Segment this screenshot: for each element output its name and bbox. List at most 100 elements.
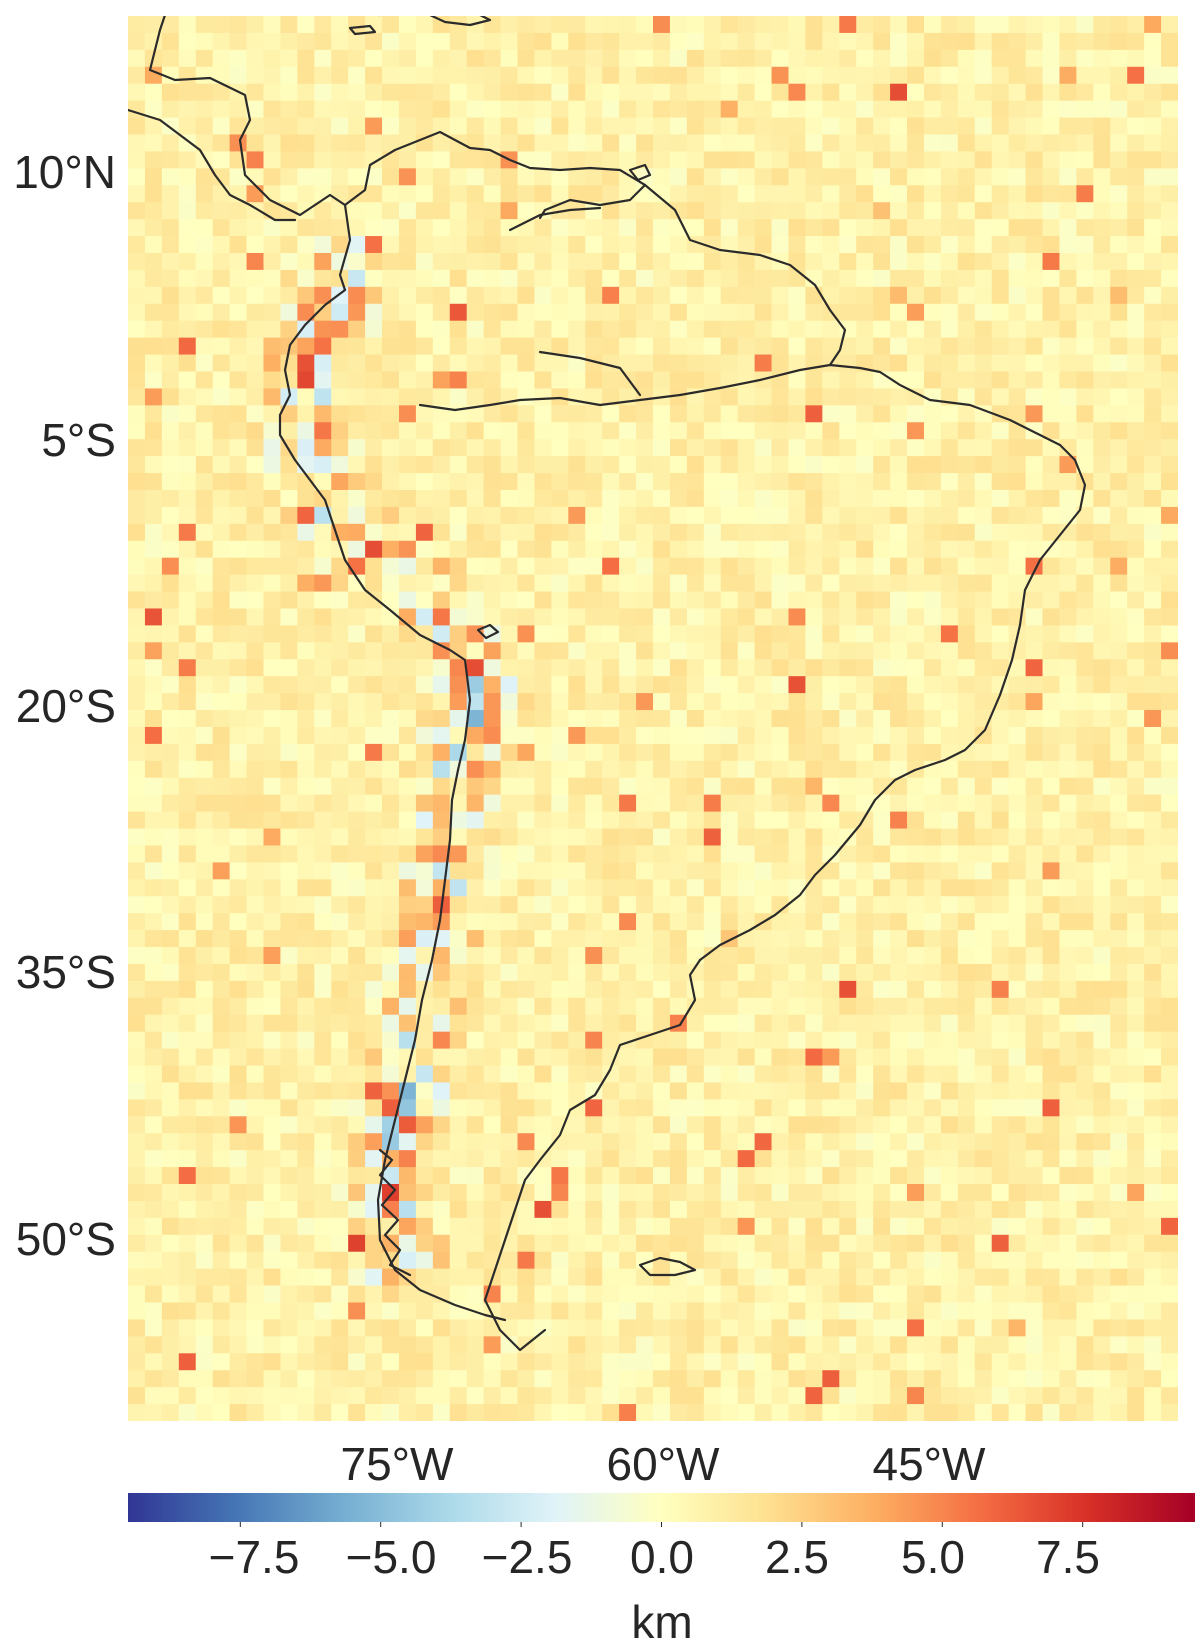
heatmap-cell [246, 557, 264, 576]
heatmap-cell [348, 134, 366, 152]
heatmap-cell [1093, 117, 1111, 135]
heatmap-cell [229, 439, 248, 457]
heatmap-cell [212, 997, 231, 1016]
heatmap-cell [1110, 388, 1128, 406]
heatmap-cell [551, 1184, 569, 1202]
heatmap-cell [1110, 236, 1128, 254]
heatmap-cell [653, 473, 671, 491]
heatmap-cell [517, 1099, 535, 1117]
heatmap-cell [737, 1048, 756, 1067]
heatmap-cell [314, 523, 332, 542]
heatmap-cell [263, 354, 281, 372]
heatmap-cell [602, 913, 620, 931]
heatmap-cell [517, 1200, 535, 1219]
heatmap-cell [263, 1200, 281, 1219]
heatmap-cell [382, 337, 400, 356]
heatmap-cell [144, 16, 163, 34]
heatmap-cell [246, 963, 264, 982]
heatmap-cell [1008, 1065, 1027, 1083]
heatmap-cell [551, 439, 569, 457]
heatmap-cell [161, 862, 180, 880]
heatmap-cell [805, 303, 823, 322]
heatmap-cell [280, 16, 298, 34]
heatmap-cell [1127, 980, 1145, 999]
heatmap-cell [669, 473, 688, 491]
heatmap-cell [602, 1150, 620, 1168]
heatmap-cell [1110, 1167, 1128, 1185]
heatmap-cell [483, 473, 502, 491]
heatmap-cell [636, 151, 654, 169]
heatmap-cell [907, 1150, 925, 1168]
heatmap-cell [839, 1014, 857, 1033]
heatmap-cell [856, 117, 874, 135]
heatmap-cell [788, 388, 806, 406]
heatmap-cell [636, 269, 654, 288]
heatmap-cell [246, 760, 264, 779]
heatmap-cell [1042, 1099, 1060, 1117]
heatmap-cell [1110, 1116, 1128, 1134]
heatmap-cell [839, 1234, 857, 1253]
heatmap-cell [1161, 625, 1178, 643]
heatmap-cell [602, 625, 620, 643]
heatmap-cell [568, 710, 586, 728]
heatmap-cell [551, 100, 569, 119]
heatmap-cell [449, 980, 468, 999]
heatmap-cell [653, 16, 671, 34]
heatmap-cell [754, 303, 773, 322]
heatmap-cell [991, 100, 1010, 119]
heatmap-cell [940, 930, 959, 948]
heatmap-cell [1076, 1200, 1094, 1219]
heatmap-cell [653, 422, 671, 440]
heatmap-cell [551, 963, 569, 982]
heatmap-cell [771, 963, 789, 982]
heatmap-cell [754, 777, 773, 796]
heatmap-cell [839, 879, 857, 897]
heatmap-cell [348, 16, 366, 34]
heatmap-cell [890, 1150, 908, 1168]
heatmap-cell [653, 980, 671, 999]
heatmap-cell [1110, 269, 1128, 288]
heatmap-cell [331, 185, 349, 203]
heatmap-cell [957, 269, 976, 288]
heatmap-cell [890, 1302, 908, 1320]
heatmap-cell [788, 777, 806, 796]
heatmap-cell [449, 456, 468, 474]
heatmap-cell [1110, 185, 1128, 203]
heatmap-cell [686, 117, 705, 135]
heatmap-cell [1110, 16, 1128, 34]
heatmap-cell [246, 625, 264, 643]
heatmap-cell [449, 388, 468, 406]
heatmap-cell [365, 49, 383, 68]
heatmap-cell [415, 726, 434, 745]
heatmap-cell [1042, 1065, 1060, 1083]
heatmap-cell [737, 1302, 756, 1320]
heatmap-cell [551, 1116, 569, 1134]
heatmap-cell [669, 337, 688, 356]
heatmap-cell [483, 930, 502, 948]
heatmap-cell [1127, 608, 1145, 626]
heatmap-cell [280, 947, 298, 965]
heatmap-cell [382, 117, 400, 135]
heatmap-cell [788, 32, 806, 51]
heatmap-cell [314, 1319, 332, 1337]
heatmap-cell [585, 1302, 603, 1320]
heatmap-cell [263, 896, 281, 914]
heatmap-cell [1008, 168, 1027, 186]
heatmap-cell [703, 439, 722, 457]
heatmap-cell [1110, 405, 1128, 423]
heatmap-cell [212, 1370, 231, 1388]
heatmap-cell [1161, 1014, 1178, 1033]
heatmap-cell [500, 523, 519, 542]
heatmap-cell [331, 473, 349, 491]
heatmap-cell [229, 862, 248, 880]
heatmap-cell [805, 49, 823, 68]
heatmap-cell [466, 202, 485, 220]
heatmap-cell [890, 1268, 908, 1287]
heatmap-cell [382, 591, 400, 609]
heatmap-cell [178, 66, 197, 85]
heatmap-cell [754, 1167, 773, 1185]
heatmap-cell [432, 286, 451, 305]
heatmap-cell [602, 1285, 620, 1304]
heatmap-cell [331, 388, 349, 406]
heatmap-cell [991, 1319, 1010, 1337]
